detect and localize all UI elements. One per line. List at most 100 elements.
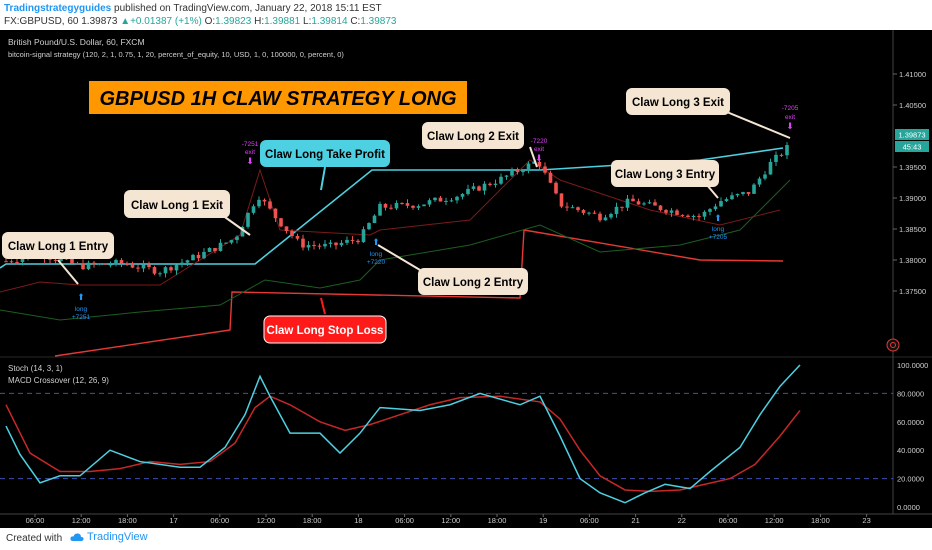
strategy-legend[interactable]: bitcoin-signal strategy (120, 2, 1, 0.75… — [8, 50, 344, 59]
candle[interactable] — [295, 233, 300, 241]
candle[interactable] — [240, 226, 245, 237]
candle[interactable] — [510, 167, 514, 178]
candle[interactable] — [301, 234, 305, 251]
candle[interactable] — [587, 211, 591, 216]
candle[interactable] — [196, 251, 201, 262]
chart-canvas[interactable]: British Pound/U.S. Dollar, 60, FXCM bitc… — [0, 30, 932, 528]
candle[interactable] — [774, 151, 778, 166]
candle[interactable] — [449, 198, 454, 203]
candle[interactable] — [625, 195, 630, 211]
candle[interactable] — [614, 202, 619, 218]
candle[interactable] — [125, 261, 129, 267]
candle[interactable] — [86, 260, 91, 271]
candle[interactable] — [653, 199, 657, 206]
candle[interactable] — [169, 265, 173, 273]
candle[interactable] — [488, 182, 492, 187]
candle[interactable] — [592, 210, 597, 215]
candle[interactable] — [361, 226, 366, 243]
chart-area[interactable]: British Pound/U.S. Dollar, 60, FXCM bitc… — [0, 30, 932, 528]
candle[interactable] — [284, 226, 289, 234]
candle[interactable] — [356, 239, 360, 245]
candle[interactable] — [433, 197, 437, 202]
candle[interactable] — [339, 240, 344, 247]
candle[interactable] — [317, 243, 322, 250]
candle[interactable] — [174, 264, 179, 275]
candle[interactable] — [680, 214, 685, 218]
candle[interactable] — [752, 183, 756, 194]
candle[interactable] — [471, 182, 476, 191]
candle[interactable] — [427, 198, 432, 207]
candle[interactable] — [246, 212, 250, 229]
candle[interactable] — [675, 208, 679, 216]
candle[interactable] — [620, 206, 624, 212]
candle[interactable] — [499, 173, 503, 185]
candle[interactable] — [306, 241, 311, 251]
candle[interactable] — [4, 258, 8, 263]
oscillator-axis[interactable]: 100.0000 80.0000 60.0000 40.0000 20.0000 0.00… — [897, 361, 928, 512]
candle[interactable] — [185, 259, 190, 267]
candle[interactable] — [273, 208, 278, 223]
candle[interactable] — [565, 202, 569, 212]
candle[interactable] — [702, 210, 707, 220]
candle[interactable] — [735, 193, 740, 198]
candle[interactable] — [114, 258, 118, 267]
candles[interactable] — [4, 142, 789, 278]
candle[interactable] — [9, 259, 14, 265]
candle[interactable] — [130, 261, 135, 269]
candle[interactable] — [334, 242, 338, 250]
candle[interactable] — [268, 198, 272, 210]
candle[interactable] — [312, 240, 316, 250]
candle[interactable] — [235, 235, 239, 244]
candle[interactable] — [323, 239, 327, 249]
symbol-label[interactable]: FX:GBPUSD, 60 — [4, 16, 79, 27]
candle[interactable] — [708, 208, 712, 216]
instrument-legend[interactable]: British Pound/U.S. Dollar, 60, FXCM — [8, 37, 145, 47]
candle[interactable] — [746, 192, 751, 196]
candle[interactable] — [251, 204, 256, 215]
candle[interactable] — [658, 205, 663, 212]
candle[interactable] — [477, 185, 481, 192]
candle[interactable] — [664, 208, 668, 215]
candle[interactable] — [598, 211, 602, 223]
candle[interactable] — [372, 214, 377, 224]
candle[interactable] — [229, 239, 234, 245]
candle[interactable] — [724, 197, 729, 203]
tradingview-logo[interactable]: TradingView — [70, 531, 148, 543]
candle[interactable] — [141, 260, 146, 273]
candle[interactable] — [345, 236, 349, 246]
candle[interactable] — [394, 200, 399, 211]
candle[interactable] — [741, 191, 745, 196]
candle[interactable] — [213, 247, 217, 254]
candle[interactable] — [400, 202, 404, 205]
candle[interactable] — [631, 194, 635, 202]
candle[interactable] — [603, 214, 608, 221]
candle[interactable] — [328, 239, 333, 248]
settings-gear-icon[interactable] — [886, 338, 900, 352]
candle[interactable] — [647, 199, 652, 205]
candle[interactable] — [570, 204, 575, 209]
candle[interactable] — [81, 259, 85, 271]
candle[interactable] — [119, 258, 124, 268]
candle[interactable] — [493, 179, 498, 188]
candle[interactable] — [543, 162, 547, 175]
candle[interactable] — [642, 201, 646, 206]
candle[interactable] — [730, 192, 734, 200]
candle[interactable] — [152, 265, 157, 276]
candle[interactable] — [460, 192, 465, 200]
time-axis[interactable]: 06:00 12:00 18:00 17 06:00 12:00 18:00 18 06:00 1… — [26, 514, 871, 525]
candle[interactable] — [515, 167, 520, 175]
candle[interactable] — [697, 213, 701, 221]
price-axis[interactable]: 1.41000 1.40500 1.39500 1.39000 1.38500 1.380… — [893, 70, 926, 296]
candle[interactable] — [768, 158, 773, 175]
candle[interactable] — [521, 169, 525, 176]
candle[interactable] — [207, 247, 212, 253]
candle[interactable] — [438, 196, 443, 202]
candle[interactable] — [279, 217, 283, 228]
macd-legend[interactable]: MACD Crossover (12, 26, 9) — [8, 376, 109, 385]
candle[interactable] — [504, 175, 509, 180]
candle[interactable] — [691, 214, 696, 221]
candle[interactable] — [548, 170, 553, 184]
candle[interactable] — [163, 266, 168, 278]
candle[interactable] — [411, 205, 415, 210]
stoch-legend[interactable]: Stoch (14, 3, 1) — [8, 364, 63, 373]
